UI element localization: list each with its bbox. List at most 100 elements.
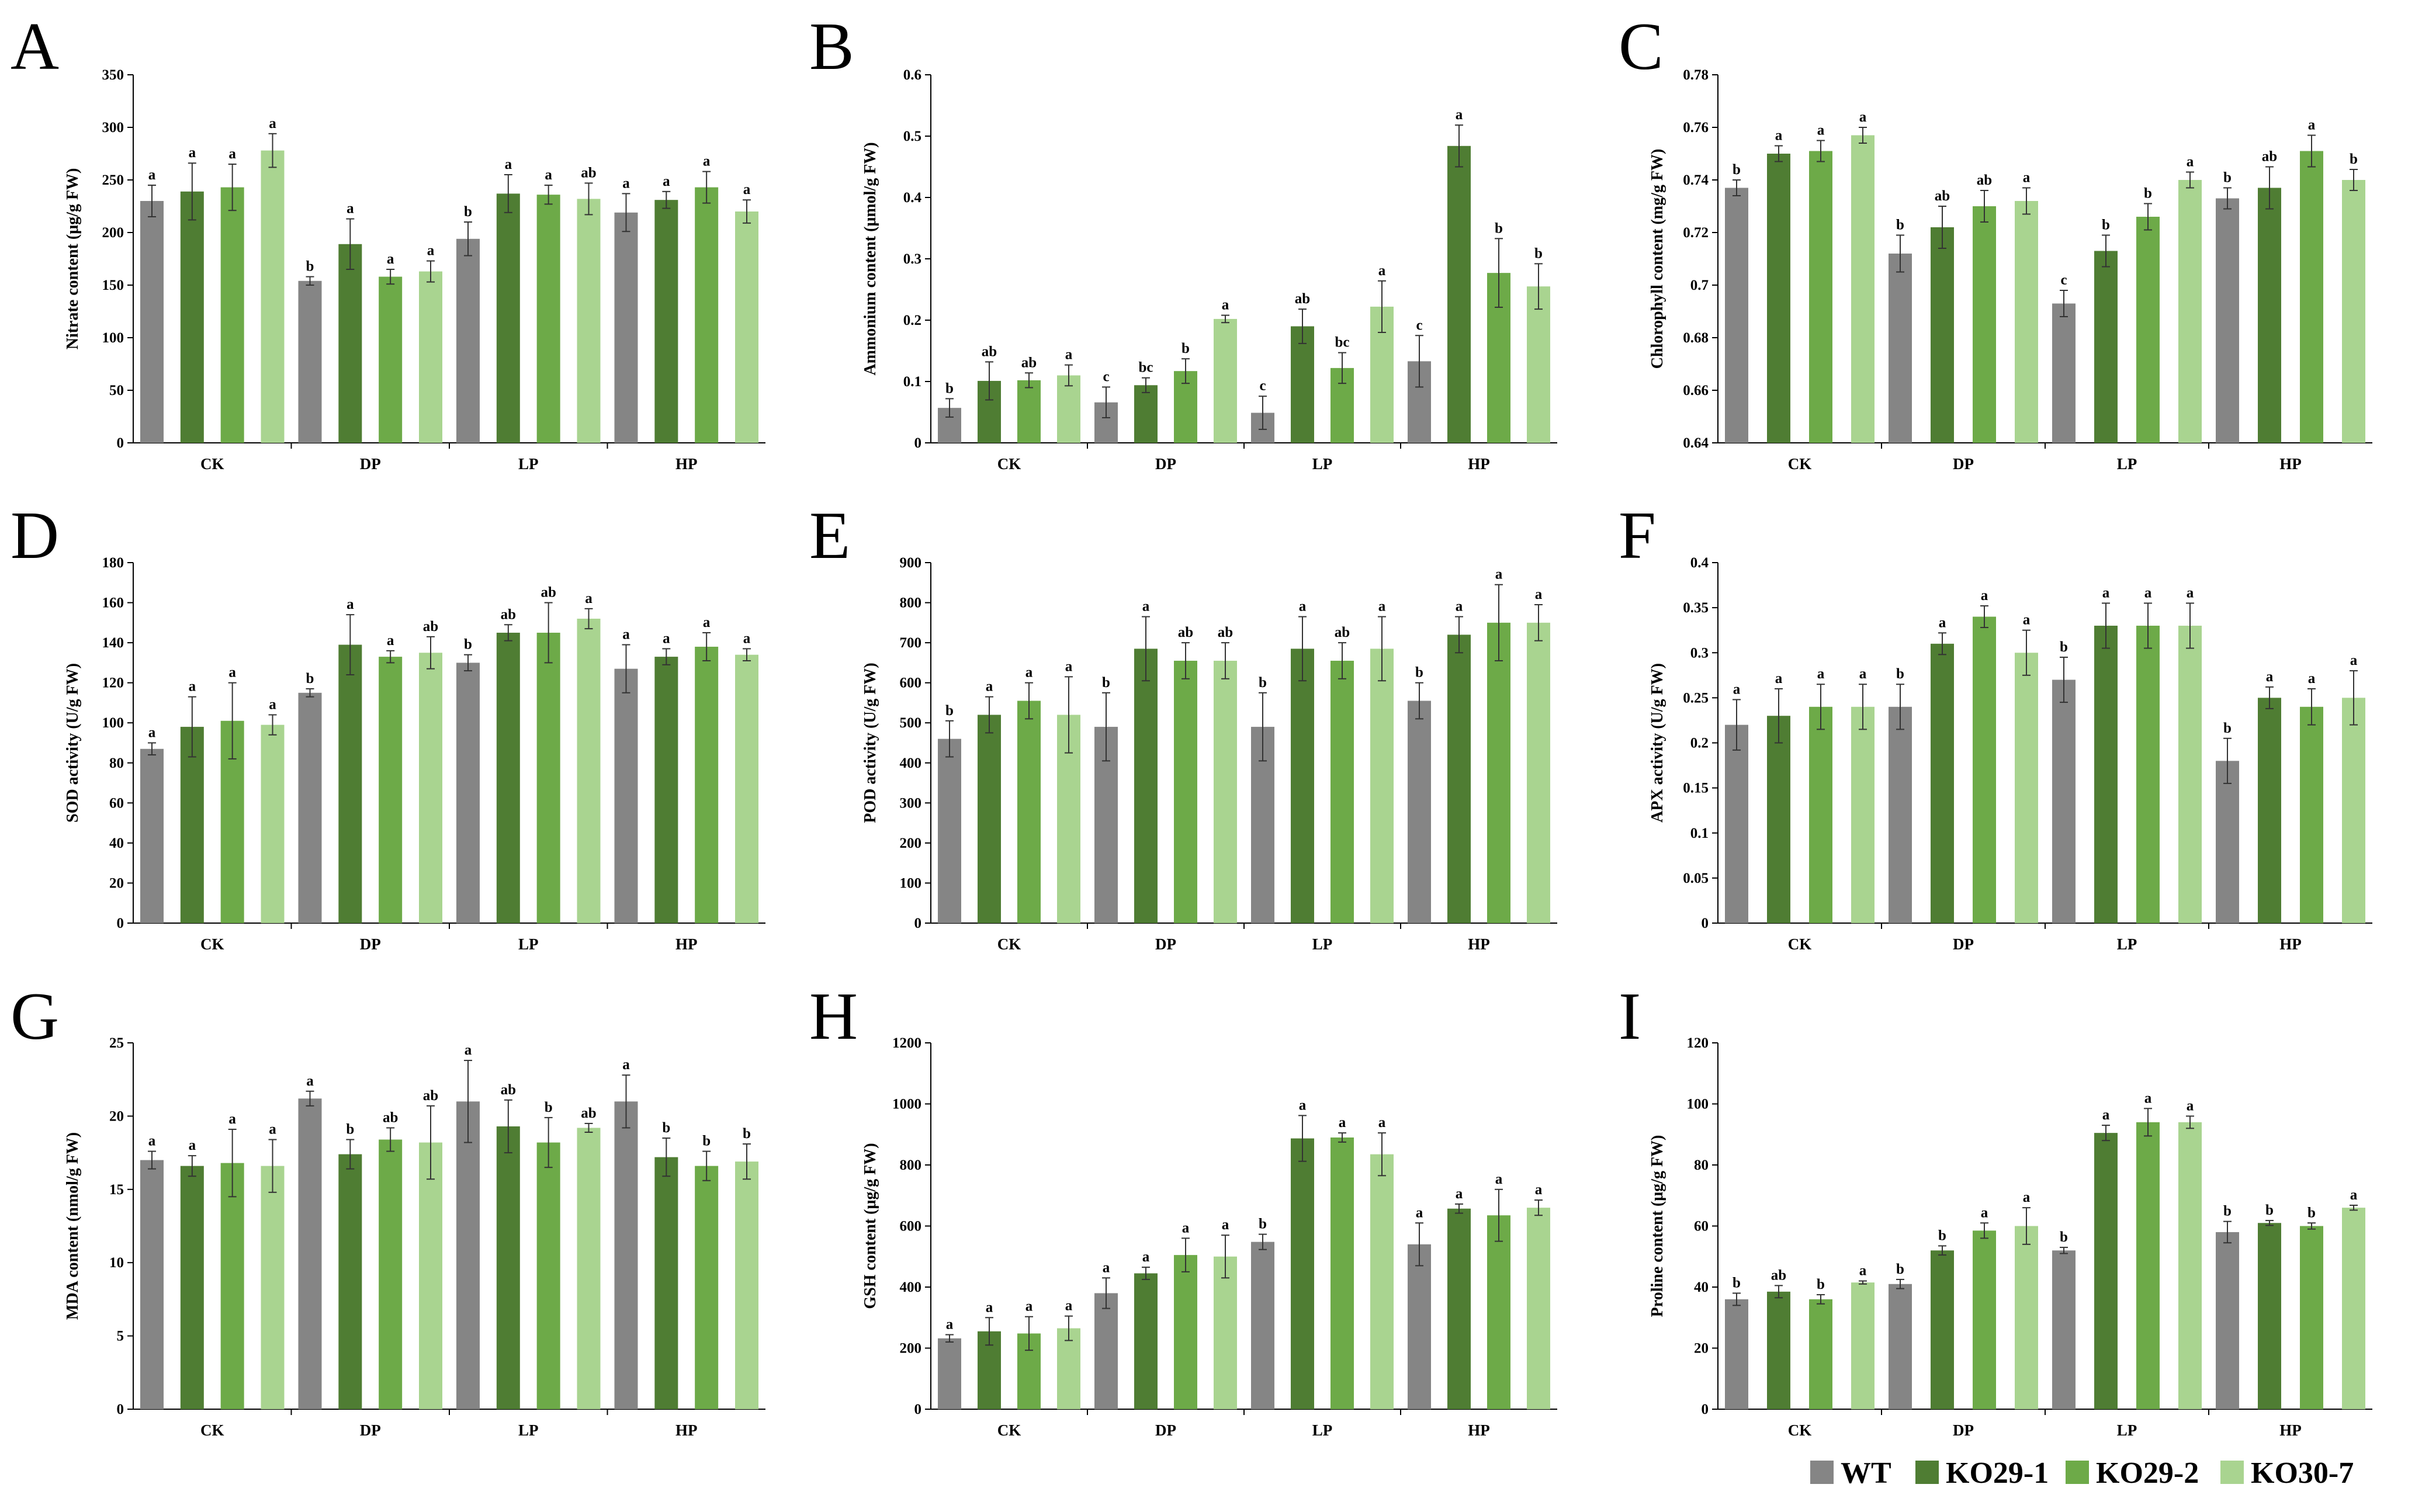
bar — [1330, 660, 1354, 923]
y-tick-label: 0 — [117, 915, 124, 931]
legend-swatch — [1915, 1461, 1939, 1484]
bar — [1017, 380, 1041, 443]
panel-h: H 0 200 400 600 800 1000 1200 GSH content (μg/g … — [809, 979, 1557, 1439]
y-tick-label: 80 — [109, 755, 124, 771]
significance-label: b — [1534, 245, 1543, 261]
y-tick-label: 0.78 — [1683, 67, 1709, 83]
bar — [1725, 1299, 1748, 1409]
bar — [2300, 706, 2323, 923]
bar — [419, 1142, 442, 1409]
y-tick-label: 0 — [1702, 1402, 1709, 1417]
y-tick-label: 0.7 — [1690, 278, 1709, 293]
significance-label: b — [2223, 1204, 2232, 1219]
y-tick-label: 0.76 — [1683, 120, 1709, 136]
significance-label: ab — [1935, 188, 1950, 204]
bar — [1809, 706, 1832, 923]
bar — [338, 1154, 362, 1409]
bar — [298, 692, 322, 923]
y-axis-title: Ammonium content (μmol/g FW) — [861, 142, 879, 375]
significance-label: b — [1733, 162, 1741, 178]
bar — [2094, 1133, 2118, 1409]
bar — [1291, 326, 1314, 443]
y-tick-label: 800 — [900, 1157, 922, 1173]
bar — [1851, 135, 1875, 443]
x-category-label: CK — [1788, 1421, 1812, 1439]
bar — [419, 653, 442, 923]
x-category-label: CK — [200, 935, 224, 953]
bar — [1931, 643, 1954, 923]
significance-label: a — [1981, 588, 1988, 604]
y-axis-title: Chlorophyll content (mg/g FW) — [1648, 149, 1666, 369]
bar — [695, 646, 719, 923]
bar — [180, 191, 204, 443]
panel-letter: B — [809, 9, 854, 84]
y-tick-label: 20 — [109, 1108, 124, 1124]
x-category-label: DP — [1155, 935, 1176, 953]
bar — [2258, 698, 2281, 923]
significance-label: a — [1775, 671, 1783, 686]
x-category-label: LP — [518, 455, 539, 473]
significance-label: a — [2308, 117, 2316, 133]
y-tick-label: 40 — [109, 835, 124, 851]
significance-label: a — [1142, 1249, 1150, 1265]
bar — [2216, 761, 2239, 923]
significance-label: b — [2144, 186, 2152, 202]
bar — [536, 1142, 560, 1409]
significance-label: b — [464, 637, 472, 653]
bar — [261, 1166, 285, 1409]
significance-label: a — [2350, 653, 2358, 668]
bar — [1408, 1244, 1431, 1409]
bar — [1214, 1256, 1237, 1409]
y-tick-label: 300 — [102, 120, 124, 136]
y-tick-label: 0.64 — [1683, 435, 1709, 451]
x-category-label: CK — [997, 455, 1021, 473]
significance-label: a — [1775, 128, 1783, 144]
bar — [1174, 1255, 1197, 1409]
bar — [1889, 1284, 1912, 1409]
significance-label: ab — [423, 1088, 438, 1104]
bar — [614, 212, 638, 443]
bar — [1767, 1291, 1790, 1409]
panel-letter: C — [1619, 9, 1664, 84]
panel-d: D 0 20 40 60 80 100 120 140 160 180 SOD activity (U… — [11, 498, 765, 953]
significance-label: b — [2060, 1229, 2068, 1245]
legend-item: KO29-2 — [2066, 1456, 2199, 1490]
y-tick-label: 400 — [900, 1279, 922, 1295]
significance-label: a — [228, 665, 236, 681]
panel-i: I 0 20 40 60 80 100 120 Proline content (μg/g FW… — [1619, 979, 2372, 1439]
significance-label: a — [1142, 599, 1150, 615]
bar — [456, 1101, 480, 1409]
y-axis-title: SOD activity (U/g FW) — [64, 663, 82, 823]
y-tick-label: 600 — [900, 675, 922, 691]
significance-label: c — [2060, 272, 2067, 288]
y-tick-label: 0 — [117, 435, 124, 451]
y-tick-label: 0.1 — [903, 374, 921, 390]
x-category-label: DP — [1953, 935, 1974, 953]
significance-label: ab — [982, 344, 997, 359]
y-tick-label: 60 — [109, 795, 124, 811]
y-tick-label: 350 — [102, 67, 124, 83]
significance-label: a — [347, 201, 354, 217]
significance-label: a — [2102, 585, 2110, 601]
bar — [2052, 1250, 2076, 1409]
y-tick-label: 200 — [900, 1341, 922, 1357]
significance-label: b — [2223, 170, 2232, 186]
bar — [180, 1166, 204, 1409]
significance-label: ab — [1021, 355, 1037, 370]
bar — [1408, 700, 1431, 923]
bar — [2258, 1223, 2281, 1409]
bar — [379, 276, 403, 443]
x-category-label: DP — [360, 455, 381, 473]
significance-label: a — [703, 154, 711, 169]
bar — [536, 632, 560, 923]
y-tick-label: 0 — [117, 1402, 124, 1417]
significance-label: a — [622, 627, 630, 643]
significance-label: a — [387, 251, 394, 267]
significance-label: a — [269, 1122, 276, 1138]
panel-letter: G — [11, 979, 59, 1053]
bar — [2258, 188, 2281, 443]
y-tick-label: 0.1 — [1690, 826, 1709, 841]
significance-label: b — [306, 671, 314, 686]
significance-label: a — [189, 1138, 196, 1153]
y-axis-title: GSH content (μg/g FW) — [861, 1143, 879, 1309]
